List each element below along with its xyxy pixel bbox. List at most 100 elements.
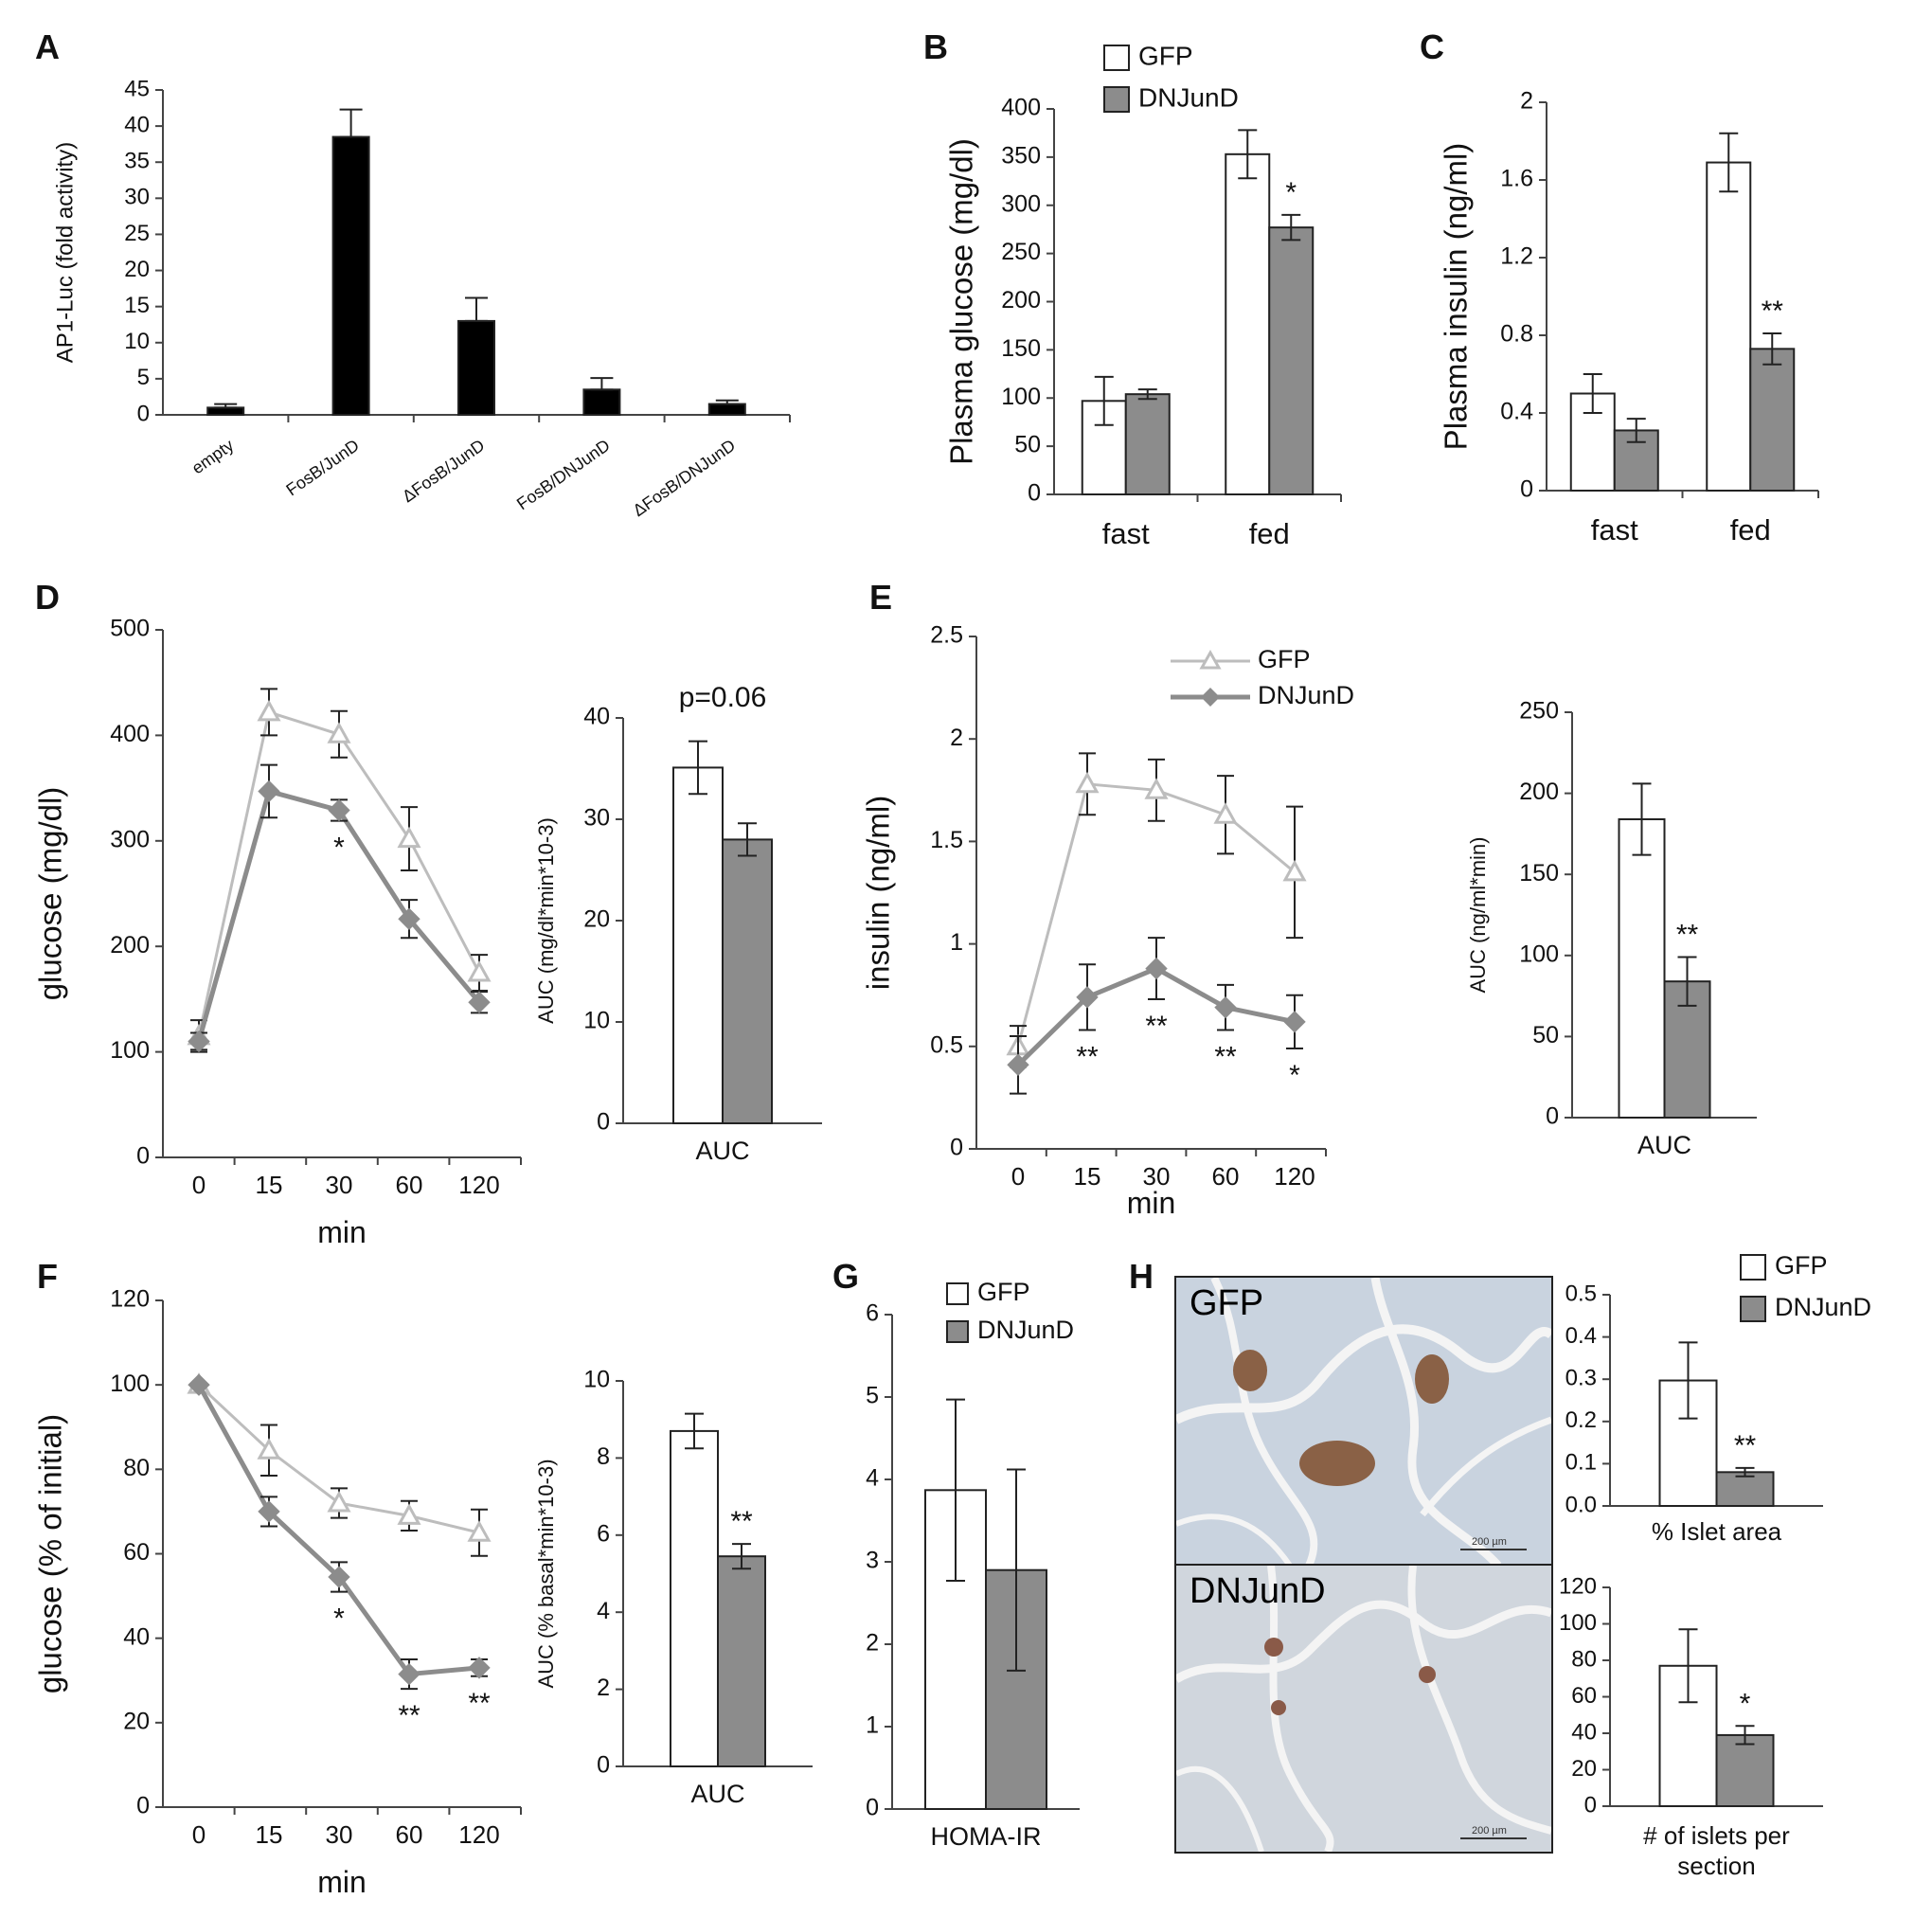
panel-e-point-dnjund	[1076, 986, 1099, 1009]
panel-a-category-label: ΔFosB/DNJunD	[630, 436, 740, 520]
panel-d-auc-bar-dnjund-0	[722, 838, 773, 1125]
panel-d-point-gfp	[467, 959, 492, 982]
panel-e-x-tick-label: 30	[1143, 1162, 1171, 1191]
panel-h-legend-label: GFP	[1775, 1251, 1828, 1280]
panel-e-x-tick-label: 0	[1011, 1162, 1025, 1191]
panel-e-significance-label: **	[1145, 1011, 1168, 1042]
panel-b-legend-swatch-dnjund	[1103, 86, 1130, 113]
panel-f-x-tick-label: 120	[458, 1820, 499, 1849]
panel-e-y-tick-label: 0	[950, 1135, 963, 1161]
panel-g-legend-label: DNJunD	[977, 1316, 1074, 1344]
panel-e-x-tick-label: 120	[1274, 1162, 1315, 1191]
panel-letter-e: E	[869, 578, 892, 617]
panel-e-auc-y-tick-label: 0	[1546, 1103, 1559, 1130]
panel-d-x-tick-label: 30	[326, 1171, 353, 1199]
panel-f-auc-y-tick-label: 4	[597, 1598, 610, 1624]
panel-b-legend-swatch-gfp	[1103, 45, 1130, 71]
panel-d-line-dnjund	[196, 788, 481, 1043]
panel-f-y-tick-label: 120	[110, 1286, 150, 1313]
panel-e-auc-y-tick-label: 50	[1532, 1022, 1559, 1048]
panel-e-legend-label: GFP	[1258, 645, 1311, 673]
panel-c-y-tick-label: 1.6	[1500, 166, 1533, 192]
panel-b-y-tick-label: 350	[1001, 142, 1041, 169]
panel-c-category-label: fast	[1591, 513, 1638, 546]
panel-d-point-gfp	[327, 722, 351, 744]
panel-e-point-dnjund	[1283, 1011, 1306, 1033]
panel-a-y-tick-label: 20	[124, 257, 150, 282]
panel-h-legend-label: DNJunD	[1775, 1293, 1871, 1321]
panel-a-bar-value-3	[582, 388, 621, 417]
panel-letter-a: A	[35, 27, 60, 66]
panel-h-islets-y-tick-label: 120	[1559, 1573, 1597, 1599]
panel-h-area-y-tick-label: 0.0	[1565, 1492, 1597, 1517]
panel-d-point-gfp	[397, 826, 421, 849]
panel-h-islets-y-tick-label: 100	[1559, 1610, 1597, 1636]
panel-b-y-tick-label: 50	[1014, 432, 1041, 458]
panel-d-x-tick-label: 60	[396, 1171, 423, 1199]
panel-f-y-tick-label: 60	[123, 1539, 150, 1566]
panel-c-y-tick-label: 1.2	[1500, 243, 1533, 270]
panel-e-x-tick-label: 60	[1212, 1162, 1240, 1191]
panel-d-point-dnjund	[398, 907, 420, 930]
panel-a-bar-value-4	[707, 403, 746, 417]
panel-e-point-gfp	[1075, 771, 1100, 794]
panel-c-category-label: fed	[1730, 513, 1771, 546]
panel-f-point-dnjund	[258, 1500, 280, 1523]
panel-b-legend-label: DNJunD	[1138, 82, 1239, 112]
panel-e-auc-y-tick-label: 200	[1519, 779, 1559, 805]
panel-g-y-tick-label: 1	[866, 1712, 879, 1739]
panel-d-y-tick-label: 200	[110, 932, 150, 958]
panel-e-auc-y-tick-label: 100	[1519, 941, 1559, 967]
panel-d-y-tick-label: 300	[110, 826, 150, 852]
panel-b-y-tick-label: 300	[1001, 190, 1041, 217]
panel-a-category-label: ΔFosB/JunD	[399, 436, 488, 506]
panel-a-y-axis-label: AP1-Luc (fold activity)	[52, 142, 78, 363]
panel-b-category-label: fast	[1102, 517, 1150, 550]
panel-g-y-tick-label: 5	[866, 1383, 879, 1409]
panel-e-y-tick-label: 0.5	[930, 1031, 963, 1058]
panel-a-y-tick-label: 40	[124, 112, 150, 137]
panel-e-auc-y-tick-label: 250	[1519, 698, 1559, 725]
panel-b-bar-gfp-1	[1225, 152, 1271, 495]
panel-f-auc-y-tick-label: 8	[597, 1443, 610, 1470]
panel-h-islets-y-tick-label: 60	[1571, 1683, 1597, 1709]
panel-e-auc-category-label: AUC	[1637, 1131, 1691, 1159]
panel-a-category-label: empty	[188, 436, 238, 478]
panel-f-significance-label: *	[333, 1603, 345, 1635]
panel-c-y-axis-label: Plasma insulin (ng/ml)	[1439, 143, 1474, 451]
panel-c-y-tick-label: 2	[1520, 88, 1533, 115]
panel-h-islets-y-tick-label: 0	[1584, 1792, 1597, 1818]
panel-b-category-label: fed	[1249, 517, 1290, 550]
panel-f-y-tick-label: 20	[123, 1708, 150, 1734]
panel-h-islets-y-tick-label: 20	[1571, 1756, 1597, 1782]
micrograph-gfp-scale: 200 µm	[1472, 1536, 1507, 1548]
panel-e-line-gfp	[1016, 782, 1296, 1048]
panel-f-x-tick-label: 60	[396, 1820, 423, 1849]
panel-letter-h: H	[1129, 1257, 1154, 1296]
panel-g-y-tick-label: 0	[866, 1795, 879, 1821]
panel-c-y-tick-label: 0	[1520, 476, 1533, 503]
panel-d-point-dnjund	[188, 1030, 210, 1053]
panel-e-y-tick-label: 2.5	[930, 622, 963, 649]
panel-d-point-dnjund	[468, 991, 491, 1013]
panel-d-y-axis-label: glucose (mg/dl)	[33, 787, 68, 1001]
panel-d-y-tick-label: 100	[110, 1037, 150, 1064]
panel-a-y-tick-label: 15	[124, 293, 150, 318]
panel-f-x-tick-label: 15	[256, 1820, 283, 1849]
panel-f-y-tick-label: 0	[136, 1793, 150, 1819]
panel-h-area-y-tick-label: 0.1	[1565, 1450, 1597, 1476]
panel-h-area-y-tick-label: 0.4	[1565, 1323, 1597, 1349]
panel-d-x-tick-label: 120	[458, 1171, 499, 1199]
panel-d-y-tick-label: 500	[110, 616, 150, 642]
panel-f-auc-bar-gfp-0	[670, 1429, 719, 1768]
panel-d-point-dnjund	[328, 798, 350, 822]
panel-g-y-tick-label: 3	[866, 1548, 879, 1574]
panel-e-auc-y-tick-label: 150	[1519, 860, 1559, 887]
panel-g-y-tick-label: 2	[866, 1630, 879, 1657]
panel-f-point-dnjund	[468, 1657, 491, 1679]
panel-h-islets-y-tick-label: 40	[1571, 1719, 1597, 1745]
panel-b-y-tick-label: 200	[1001, 287, 1041, 314]
panel-e-auc-bar-gfp-0	[1618, 817, 1666, 1119]
panel-h-area-y-tick-label: 0.2	[1565, 1407, 1597, 1433]
panel-f-y-tick-label: 40	[123, 1623, 150, 1650]
